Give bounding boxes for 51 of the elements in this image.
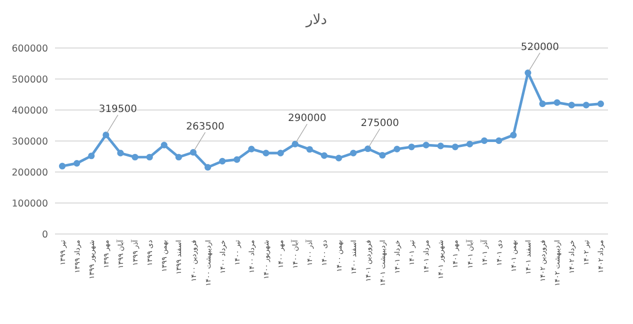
point [510,132,517,138]
point [481,137,488,144]
data-label: 263500 [186,121,224,132]
point [554,99,560,106]
point [234,156,240,163]
point [379,152,386,159]
data-label: 290000 [288,113,326,124]
y-tick-label: 100000 [12,198,48,210]
point [364,145,372,152]
point [248,146,255,152]
point [496,137,502,144]
point [277,150,284,156]
data-label: 275000 [360,118,399,129]
point [74,160,80,167]
point [219,158,226,164]
point [437,142,444,150]
point [320,152,328,159]
point [539,100,546,108]
chart-title: دلار [305,12,327,28]
point [160,142,168,148]
point [452,144,458,150]
y-tick-label: 400000 [12,106,48,116]
point [102,132,110,138]
point [408,144,415,150]
point [146,154,153,160]
point [58,162,66,170]
point [204,164,212,171]
y-tick-label: 600000 [12,44,48,54]
point [306,146,313,153]
y-tick-label: 0 [42,230,48,240]
point [524,70,532,76]
point [350,150,357,156]
point [597,100,604,108]
data-label: 520000 [520,42,560,53]
point [175,154,182,160]
data-label: 319500 [98,104,138,115]
y-tick-label: 500000 [12,74,48,86]
point [394,146,400,152]
point [132,154,138,160]
point [262,150,270,156]
point [190,149,197,156]
point [422,142,430,148]
point [292,140,298,148]
point [466,140,474,148]
point [335,154,342,162]
point [582,102,590,108]
y-tick-label: 200000 [12,168,48,178]
y-tick-label: 300000 [12,136,48,148]
point [88,152,95,160]
point [568,102,575,108]
point [117,150,124,156]
